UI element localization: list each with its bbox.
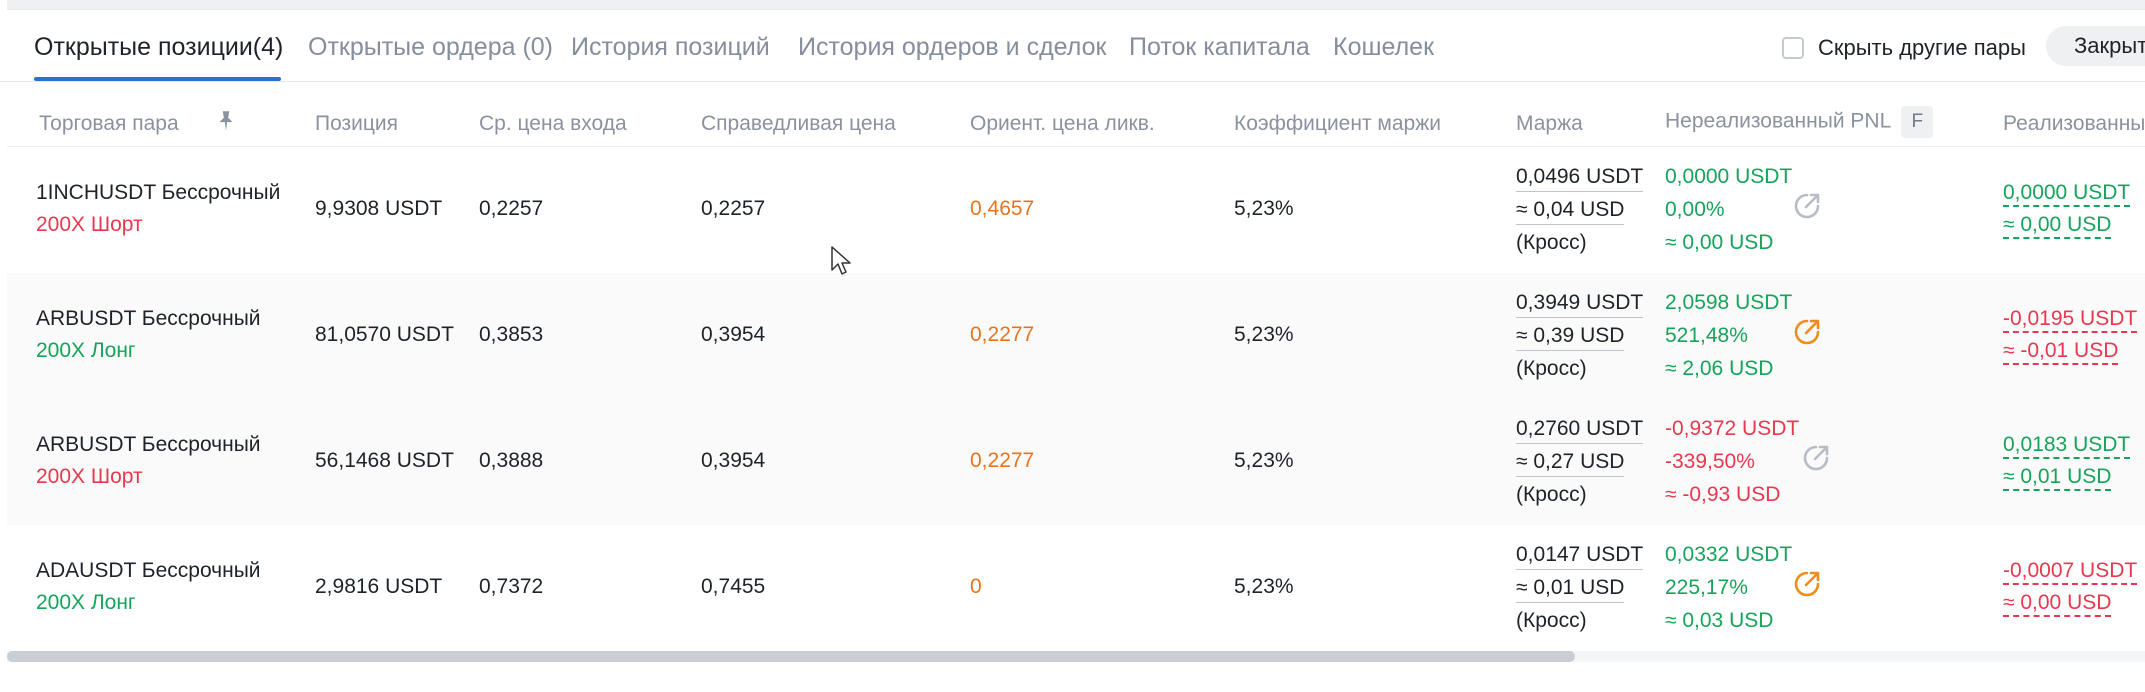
margin-usd: ≈ 0,39 USD: [1516, 324, 1625, 351]
margin-usd: ≈ 0,27 USD: [1516, 450, 1625, 477]
pair-name[interactable]: ARBUSDT Бессрочный: [36, 307, 261, 330]
unrealized-pnl-usd: ≈ -0,93 USD: [1665, 483, 1781, 506]
pnl-basis-badge[interactable]: F: [1901, 106, 1934, 138]
realized-pnl-usdt[interactable]: 0,0000 USDT: [2003, 181, 2131, 207]
mouse-cursor-icon: [831, 246, 851, 275]
position-size: 2,9816 USDT: [315, 575, 443, 598]
fair-price: 0,2257: [701, 197, 766, 220]
margin-usdt[interactable]: 0,3949 USDT: [1516, 291, 1644, 318]
entry-price: 0,3853: [479, 323, 544, 346]
share-icon[interactable]: [1792, 569, 1822, 599]
margin-ratio: 5,23%: [1234, 575, 1294, 598]
margin-mode: (Кросс): [1516, 231, 1587, 254]
header-realized-pnl[interactable]: Реализованны: [2003, 112, 2145, 135]
unrealized-pnl-usd: ≈ 0,03 USD: [1665, 609, 1774, 632]
unrealized-pnl-usd: ≈ 0,00 USD: [1665, 231, 1774, 254]
active-tab-indicator: [34, 77, 281, 81]
header-unrealized-pnl[interactable]: Нереализованный PNL F: [1665, 106, 1934, 138]
position-size: 9,9308 USDT: [315, 197, 443, 220]
entry-price: 0,2257: [479, 197, 544, 220]
margin-ratio: 5,23%: [1234, 197, 1294, 220]
margin-usd: ≈ 0,04 USD: [1516, 198, 1625, 225]
header-position[interactable]: Позиция: [315, 112, 399, 135]
realized-pnl-usdt[interactable]: 0,0183 USDT: [2003, 433, 2131, 459]
close-all-button[interactable]: Закрыть: [2046, 26, 2145, 66]
margin-mode: (Кросс): [1516, 483, 1587, 506]
pin-icon[interactable]: [213, 108, 239, 134]
realized-pnl-usd[interactable]: ≈ -0,01 USD: [2003, 339, 2119, 365]
realized-pnl-usd[interactable]: ≈ 0,00 USD: [2003, 213, 2112, 239]
entry-price: 0,3888: [479, 449, 544, 472]
unrealized-pnl-percent: 225,17%: [1665, 576, 1748, 599]
header-fair-price[interactable]: Справедливая цена: [701, 112, 896, 135]
tab-order-trade-history[interactable]: История ордеров и сделок: [798, 33, 1107, 61]
tab-wallet[interactable]: Кошелек: [1333, 33, 1435, 61]
unrealized-pnl-percent: 0,00%: [1665, 198, 1725, 221]
fair-price: 0,7455: [701, 575, 766, 598]
unrealized-pnl-percent: 521,48%: [1665, 324, 1748, 347]
tab-position-history[interactable]: История позиций: [571, 33, 770, 61]
entry-price: 0,7372: [479, 575, 544, 598]
margin-ratio: 5,23%: [1234, 323, 1294, 346]
share-icon[interactable]: [1792, 317, 1822, 347]
position-size: 56,1468 USDT: [315, 449, 454, 472]
margin-usdt[interactable]: 0,2760 USDT: [1516, 417, 1644, 444]
pair-name[interactable]: ARBUSDT Бессрочный: [36, 433, 261, 456]
top-divider: [7, 0, 2145, 10]
hide-other-pairs-label: Скрыть другие пары: [1818, 35, 2026, 60]
tab-open-positions[interactable]: Открытые позиции(4): [34, 33, 284, 61]
table-header: Торговая пара Позиция Ср. цена входа Спр…: [7, 82, 2145, 147]
margin-mode: (Кросс): [1516, 357, 1587, 380]
share-icon[interactable]: [1801, 443, 1831, 473]
unrealized-pnl-usdt: 2,0598 USDT: [1665, 291, 1793, 314]
horizontal-scrollbar-thumb[interactable]: [7, 651, 1575, 662]
position-size: 81,0570 USDT: [315, 323, 454, 346]
header-unrealized-pnl-label: Нереализованный PNL: [1665, 109, 1892, 133]
fair-price: 0,3954: [701, 449, 766, 472]
header-liq-price[interactable]: Ориент. цена ликв.: [970, 112, 1155, 135]
tab-open-orders[interactable]: Открытые ордера (0): [308, 33, 554, 61]
margin-usd: ≈ 0,01 USD: [1516, 576, 1625, 603]
tab-capital-flow[interactable]: Поток капитала: [1129, 33, 1310, 61]
hide-other-pairs-checkbox[interactable]: [1782, 37, 1804, 59]
realized-pnl-usdt[interactable]: -0,0195 USDT: [2003, 307, 2138, 333]
pair-name[interactable]: 1INCHUSDT Бессрочный: [36, 181, 281, 204]
header-margin-ratio[interactable]: Коэффициент маржи: [1234, 112, 1441, 135]
liq-price: 0,2277: [970, 323, 1035, 346]
liq-price: 0,4657: [970, 197, 1035, 220]
header-entry-price[interactable]: Ср. цена входа: [479, 112, 627, 135]
liq-price: 0: [970, 575, 982, 598]
tab-bar: Открытые позиции(4) Открытые ордера (0) …: [0, 11, 2145, 82]
liq-price: 0,2277: [970, 449, 1035, 472]
hide-other-pairs-toggle[interactable]: Скрыть другие пары: [1782, 35, 2026, 61]
leverage-side: 200X Шорт: [36, 213, 143, 236]
table-row: 1INCHUSDT Бессрочный 200X Шорт 9,9308 US…: [7, 147, 2145, 274]
leverage-side: 200X Лонг: [36, 339, 136, 362]
realized-pnl-usdt[interactable]: -0,0007 USDT: [2003, 559, 2138, 585]
margin-ratio: 5,23%: [1234, 449, 1294, 472]
unrealized-pnl-usd: ≈ 2,06 USD: [1665, 357, 1774, 380]
leverage-side: 200X Шорт: [36, 465, 143, 488]
margin-mode: (Кросс): [1516, 609, 1587, 632]
unrealized-pnl-percent: -339,50%: [1665, 450, 1755, 473]
realized-pnl-usd[interactable]: ≈ 0,01 USD: [2003, 465, 2112, 491]
leverage-side: 200X Лонг: [36, 591, 136, 614]
share-icon[interactable]: [1792, 191, 1822, 221]
table-row: ARBUSDT Бессрочный 200X Шорт 56,1468 USD…: [7, 399, 2145, 526]
pair-name[interactable]: ADAUSDT Бессрочный: [36, 559, 261, 582]
unrealized-pnl-usdt: 0,0000 USDT: [1665, 165, 1793, 188]
table-row: ARBUSDT Бессрочный 200X Лонг 81,0570 USD…: [7, 273, 2145, 400]
header-margin[interactable]: Маржа: [1516, 112, 1583, 135]
unrealized-pnl-usdt: -0,9372 USDT: [1665, 417, 1800, 440]
margin-usdt[interactable]: 0,0496 USDT: [1516, 165, 1644, 192]
realized-pnl-usd[interactable]: ≈ 0,00 USD: [2003, 591, 2112, 617]
unrealized-pnl-usdt: 0,0332 USDT: [1665, 543, 1793, 566]
fair-price: 0,3954: [701, 323, 766, 346]
header-pair[interactable]: Торговая пара: [39, 112, 179, 135]
table-row: ADAUSDT Бессрочный 200X Лонг 2,9816 USDT…: [7, 525, 2145, 652]
margin-usdt[interactable]: 0,0147 USDT: [1516, 543, 1644, 570]
